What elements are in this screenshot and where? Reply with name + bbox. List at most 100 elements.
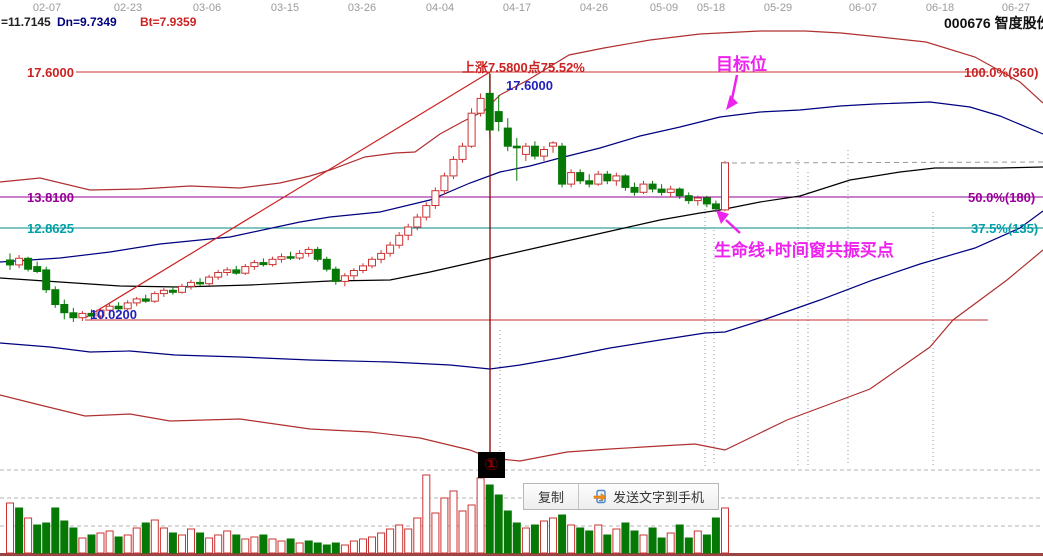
candle-body bbox=[60, 304, 69, 314]
volume-baseline bbox=[0, 553, 1043, 556]
volume-bar bbox=[467, 504, 476, 554]
date-label: 04-17 bbox=[502, 2, 532, 14]
volume-bar bbox=[214, 534, 223, 554]
volume-bar bbox=[721, 507, 729, 554]
volume-bar bbox=[413, 517, 422, 554]
volume-bar bbox=[96, 532, 105, 554]
volume-bar bbox=[612, 528, 621, 554]
copy-button-label: 复制 bbox=[538, 490, 565, 505]
context-toolbar: 复制 发送文字到手机 bbox=[523, 483, 720, 510]
volume-bar bbox=[168, 532, 177, 554]
volume-bar bbox=[340, 544, 349, 554]
volume-bar bbox=[196, 532, 205, 554]
volume-bar bbox=[431, 512, 440, 554]
date-label: 05-09 bbox=[649, 2, 679, 14]
volume-bar bbox=[675, 524, 684, 554]
candle-body bbox=[639, 183, 648, 193]
volume-bar bbox=[458, 510, 467, 554]
volume-bar bbox=[313, 542, 322, 554]
indicator-value: Bt=7.9359 bbox=[140, 15, 197, 29]
date-label: 05-29 bbox=[763, 2, 793, 14]
candle-body bbox=[141, 298, 150, 302]
volume-bar bbox=[494, 494, 503, 554]
volume-bar bbox=[33, 524, 42, 554]
volume-bar bbox=[349, 540, 358, 554]
candle-body bbox=[549, 142, 557, 147]
target-projection-dash bbox=[722, 161, 1043, 164]
candle-body bbox=[331, 268, 340, 282]
candle-body bbox=[612, 175, 621, 182]
volume-bar bbox=[277, 540, 286, 554]
volume-bar bbox=[114, 536, 123, 554]
price-level-label: 37.5%(135) bbox=[971, 221, 1039, 236]
volume-bar bbox=[223, 530, 232, 554]
candle-body bbox=[449, 158, 458, 177]
candle-body bbox=[558, 145, 567, 185]
volume-bar bbox=[666, 532, 675, 554]
candle-body bbox=[322, 258, 331, 270]
candle-body bbox=[404, 226, 413, 236]
candle-body bbox=[377, 252, 386, 260]
volume-bar bbox=[178, 534, 186, 554]
candle-body bbox=[675, 188, 684, 197]
candle-body bbox=[15, 257, 24, 266]
volume-bar bbox=[331, 542, 340, 554]
red-upper-band bbox=[0, 30, 1043, 191]
volume-bar bbox=[512, 522, 521, 554]
buy-point-annotation: 生命线+时间窗共振买点 bbox=[714, 241, 894, 260]
volume-bar bbox=[51, 507, 60, 554]
volume-bar bbox=[87, 534, 96, 554]
volume-bar bbox=[540, 520, 548, 554]
candle-body bbox=[494, 111, 503, 122]
indicator-value: Dn=9.7349 bbox=[57, 15, 117, 29]
candle-body bbox=[223, 269, 232, 273]
volume-bar bbox=[6, 502, 14, 554]
candle-body bbox=[114, 305, 123, 310]
send-to-phone-button[interactable]: 发送文字到手机 bbox=[579, 484, 718, 509]
volume-bar bbox=[250, 536, 259, 554]
volume-bar bbox=[295, 542, 304, 554]
candle-body bbox=[711, 203, 720, 210]
volume-bar bbox=[368, 536, 376, 554]
volume-bar bbox=[60, 520, 69, 554]
copy-button[interactable]: 复制 bbox=[524, 484, 578, 509]
candle-body bbox=[603, 173, 612, 182]
volume-bar bbox=[422, 474, 431, 554]
volume-bar bbox=[395, 524, 404, 554]
buy-arrow bbox=[725, 219, 741, 234]
volume-bar bbox=[304, 540, 313, 554]
candle-body bbox=[503, 127, 512, 147]
rise-annotation: 上涨7.5800点75.52% bbox=[462, 60, 585, 75]
candle-body bbox=[105, 305, 114, 311]
price-level-label: 50.0%(180) bbox=[968, 190, 1036, 205]
time-origin-marker: ① bbox=[478, 452, 505, 478]
volume-bar bbox=[42, 522, 51, 554]
candle-body bbox=[512, 145, 521, 149]
volume-bar bbox=[639, 534, 648, 554]
volume-bar bbox=[702, 534, 711, 554]
volume-bar bbox=[530, 524, 539, 554]
date-label: 06-07 bbox=[848, 2, 878, 14]
candle-body bbox=[485, 92, 494, 131]
candle-body bbox=[286, 256, 295, 259]
candle-body bbox=[576, 172, 585, 182]
candle-body bbox=[150, 293, 159, 302]
toolbar-separator bbox=[578, 484, 580, 509]
candle-body bbox=[349, 270, 358, 277]
price-level-label: 10.0200 bbox=[90, 307, 137, 322]
volume-bar bbox=[503, 510, 512, 554]
phone-icon bbox=[593, 489, 608, 504]
volume-bar bbox=[603, 534, 612, 554]
volume-bar bbox=[15, 507, 24, 554]
volume-bar bbox=[232, 534, 241, 554]
target-arrow-head bbox=[726, 95, 738, 110]
candle-body bbox=[721, 162, 729, 211]
date-label: 02-07 bbox=[32, 2, 62, 14]
candle-body bbox=[277, 256, 286, 260]
send-button-label: 发送文字到手机 bbox=[613, 490, 705, 505]
candle-body bbox=[241, 266, 250, 274]
candle-body bbox=[78, 312, 87, 319]
candle-body bbox=[168, 289, 177, 293]
